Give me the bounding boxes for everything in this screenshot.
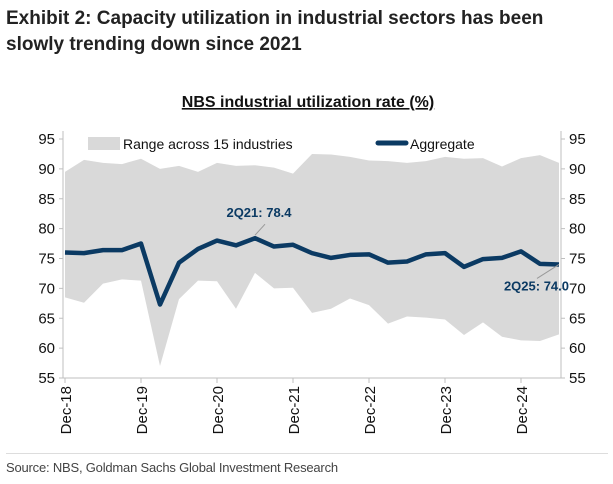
annotation-latest: 2Q25: 74.0 [504,278,569,293]
utilization-chart: NBS industrial utilization rate (%) 55 55… [38,94,586,434]
range-band [65,153,559,367]
y-tick-label-left: 90 [38,161,55,178]
y-tick-label-left: 75 [38,251,55,268]
x-tick-label: Dec-21 [286,386,303,434]
x-tick-label: Dec-20 [210,386,227,434]
x-tick-label: Dec-23 [438,386,455,434]
legend-aggregate-label: Aggregate [410,136,475,152]
y-tick-label-right: 90 [569,161,586,178]
footer-divider [6,453,608,454]
x-tick-label: Dec-22 [362,386,379,434]
legend: Range across 15 industries Aggregate [88,136,475,152]
source-note: Source: NBS, Goldman Sachs Global Invest… [6,460,338,475]
y-tick-label-right: 65 [569,310,586,327]
exhibit-title: Exhibit 2: Capacity utilization in indus… [6,8,544,55]
y-tick-label-right: 60 [569,340,586,357]
annotation-leader [536,264,560,279]
y-tick-label-right: 75 [569,251,586,268]
x-tick-label: Dec-18 [58,386,75,434]
legend-range-swatch [88,137,120,150]
y-tick-label-left: 65 [38,310,55,327]
legend-range-label: Range across 15 industries [123,136,293,152]
y-tick-label-right: 55 [569,370,586,387]
annotation-peak: 2Q21: 78.4 [226,205,292,220]
y-tick-label-right: 95 [569,131,586,148]
annotation-leader [254,223,266,236]
x-tick-label: Dec-24 [514,386,531,434]
y-tick-label-right: 70 [569,280,586,297]
y-tick-label-left: 85 [38,191,55,208]
y-tick-label-left: 80 [38,221,55,238]
y-tick-label-left: 60 [38,340,55,357]
y-tick-label-right: 85 [569,191,586,208]
y-tick-label-left: 95 [38,131,55,148]
y-tick-label-left: 70 [38,280,55,297]
aggregate-line [64,235,560,307]
y-tick-label-right: 80 [569,221,586,238]
chart-title: NBS industrial utilization rate (%) [182,94,434,111]
y-tick-label-left: 55 [38,370,55,387]
x-tick-label: Dec-19 [134,386,151,434]
